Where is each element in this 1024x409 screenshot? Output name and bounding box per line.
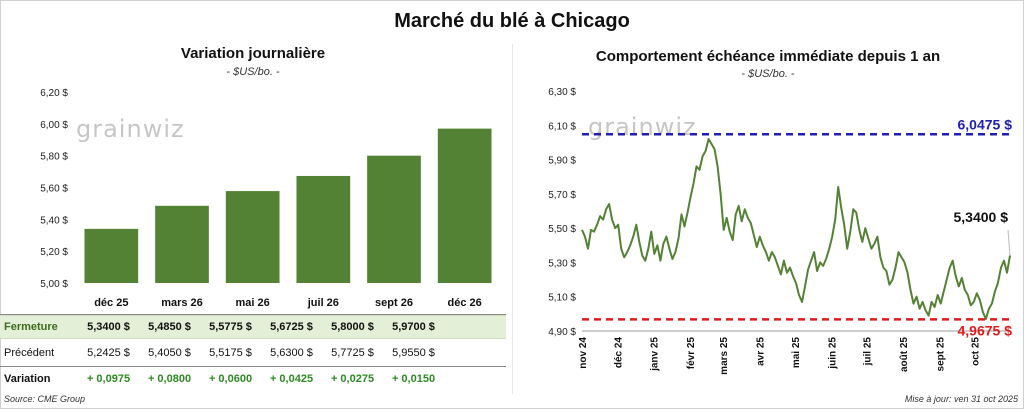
table-row-previous: Précédent 5,2425 $ 5,4050 $ 5,5175 $ 5,6… — [0, 341, 506, 365]
y-tick-label: 5,50 $ — [548, 224, 576, 235]
x-tick-label: avr 25 — [756, 337, 767, 366]
x-tick-label: déc 25 — [94, 297, 128, 309]
x-tick-label: août 25 — [899, 337, 910, 372]
grainwiz-logo-right: grainwiz — [588, 113, 697, 141]
x-tick-label: févr 25 — [686, 337, 697, 370]
x-tick-label: juil 26 — [307, 297, 339, 309]
source-note: Source: CME Group — [4, 394, 86, 404]
y-tick-label: 5,90 $ — [548, 156, 576, 167]
bar — [367, 155, 421, 283]
left-panel-title: Variation journalière — [180, 45, 326, 62]
bar — [225, 191, 280, 283]
y-tick-label: 6,10 $ — [548, 121, 576, 132]
right-panel-title: Comportement échéance immédiate depuis 1… — [595, 48, 941, 65]
close-cell: 5,5775 $ — [209, 321, 252, 333]
y-tick-label: 5,20 $ — [40, 247, 68, 258]
x-tick-label: nov 24 — [578, 337, 589, 369]
close-cell: 5,9700 $ — [392, 321, 435, 333]
var-cell: + 0,0275 — [330, 373, 375, 385]
update-note: Mise à jour: ven 31 oct 2025 — [904, 394, 1018, 404]
x-tick-label: oct 25 — [971, 337, 982, 366]
x-tick-label: mai 26 — [236, 297, 270, 309]
prev-cell: 5,6300 $ — [270, 347, 313, 359]
x-tick-label: déc 26 — [448, 297, 482, 309]
y-tick-label: 6,20 $ — [40, 88, 68, 99]
left-panel-subtitle: - $US/bo. - — [226, 66, 280, 78]
bar — [296, 175, 351, 283]
x-tick-label: mars 26 — [161, 297, 203, 309]
y-tick-label: 5,40 $ — [40, 215, 68, 226]
main-title: Marché du blé à Chicago — [394, 10, 630, 32]
grainwiz-logo-left: grainwiz — [76, 115, 185, 143]
var-cell: + 0,0150 — [391, 373, 436, 385]
bar — [155, 205, 209, 283]
row-label-variation: Variation — [4, 373, 51, 385]
x-tick-label: sept 25 — [935, 337, 946, 372]
var-cell: + 0,0425 — [269, 373, 314, 385]
y-tick-label: 6,00 $ — [40, 120, 68, 131]
bar — [84, 228, 139, 283]
prev-cell: 5,5175 $ — [209, 347, 252, 359]
row-label-close: Fermeture — [4, 321, 58, 333]
prev-cell: 5,7725 $ — [331, 347, 374, 359]
close-cell: 5,6725 $ — [270, 321, 313, 333]
prev-cell: 5,9550 $ — [392, 347, 435, 359]
x-tick-label: sept 26 — [375, 297, 413, 309]
bar — [437, 128, 492, 283]
line-chart: 4,90 $ 5,10 $ 5,30 $ 5,50 $ 5,70 $ 5,90 $ 6,10… — [548, 87, 1012, 375]
bar-chart: 5,00 $ 5,20 $ 5,40 $ 5,60 $ 5,80 $ 6,00 $ 6,20… — [40, 88, 492, 309]
x-tick-label: mars 25 — [719, 337, 730, 375]
y-tick-label: 4,90 $ — [548, 327, 576, 338]
close-cell: 5,4850 $ — [148, 321, 191, 333]
close-cell: 5,3400 $ — [87, 321, 130, 333]
low-label: 4,9675 $ — [958, 322, 1013, 338]
high-label: 6,0475 $ — [958, 116, 1013, 132]
y-tick-label: 5,30 $ — [548, 258, 576, 269]
table-row-variation: Variation + 0,0975 + 0,0800 + 0,0600 + 0… — [0, 367, 506, 391]
last-value-label: 5,3400 $ — [954, 209, 1009, 225]
var-cell: + 0,0975 — [86, 373, 131, 385]
last-value-leader — [1007, 229, 1011, 256]
table-row-close: Fermeture 5,3400 $ 5,4850 $ 5,5775 $ 5,6… — [0, 315, 506, 339]
prev-cell: 5,2425 $ — [87, 347, 130, 359]
y-tick-label: 5,10 $ — [548, 293, 576, 304]
close-cell: 5,8000 $ — [331, 321, 374, 333]
var-cell: + 0,0800 — [147, 373, 192, 385]
price-line — [581, 138, 1011, 320]
y-tick-label: 5,70 $ — [548, 190, 576, 201]
x-tick-label: déc 24 — [613, 337, 624, 369]
prev-cell: 5,4050 $ — [148, 347, 191, 359]
table-divider — [0, 314, 506, 315]
y-tick-label: 5,80 $ — [40, 152, 68, 163]
panel-divider — [512, 44, 513, 394]
x-tick-label: juin 25 — [827, 337, 838, 370]
table-divider — [0, 366, 506, 367]
right-panel-subtitle: - $US/bo. - — [741, 68, 795, 80]
var-cell: + 0,0600 — [208, 373, 253, 385]
y-tick-label: 6,30 $ — [548, 87, 576, 98]
y-tick-label: 5,60 $ — [40, 184, 68, 195]
x-tick-label: juil 25 — [863, 337, 874, 367]
row-label-previous: Précédent — [4, 347, 55, 359]
x-tick-label: mai 25 — [791, 337, 802, 369]
y-tick-label: 5,00 $ — [40, 279, 68, 290]
x-tick-label: janv 25 — [650, 337, 661, 372]
